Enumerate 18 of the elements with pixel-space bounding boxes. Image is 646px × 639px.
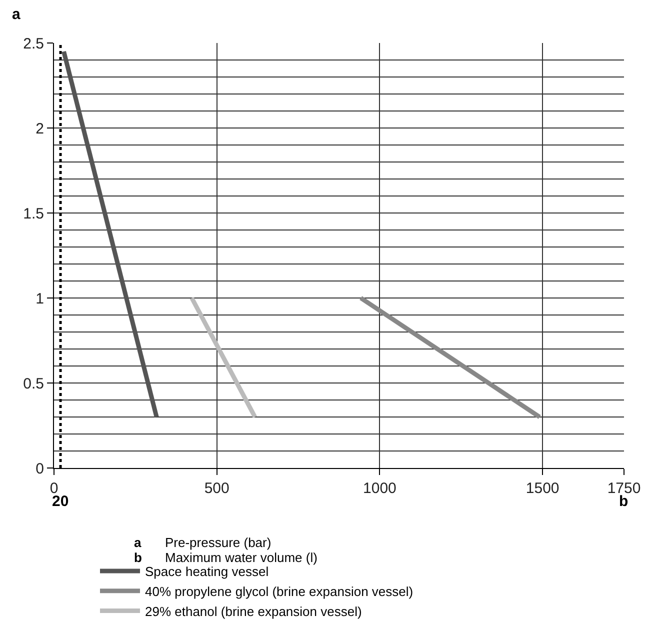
legend-label: Space heating vessel	[145, 564, 269, 580]
x-tick-label: 1500	[526, 480, 560, 497]
x-axis-title: b	[619, 493, 628, 510]
y-axis-title: a	[12, 6, 21, 23]
y-tick-label: 0	[36, 460, 44, 478]
y-tick-label: 0.5	[23, 375, 44, 392]
y-tick-label: 1	[36, 290, 44, 308]
x-tick-label: 500	[204, 480, 230, 497]
text: Pre-pressure (bar)	[165, 535, 272, 550]
text: b	[134, 550, 142, 565]
legend-label: 40% propylene glycol (brine expansion vessel)	[145, 584, 414, 599]
x-tick-label: 1000	[363, 480, 396, 497]
text: a	[134, 535, 142, 550]
legend-label: 29% ethanol (brine expansion vessel)	[145, 604, 362, 619]
text: Maximum water volume (l)	[165, 550, 318, 565]
y-tick-label: 2	[36, 120, 44, 138]
y-tick-label: 2.5	[23, 35, 44, 52]
y-tick-label: 1.5	[23, 205, 44, 222]
